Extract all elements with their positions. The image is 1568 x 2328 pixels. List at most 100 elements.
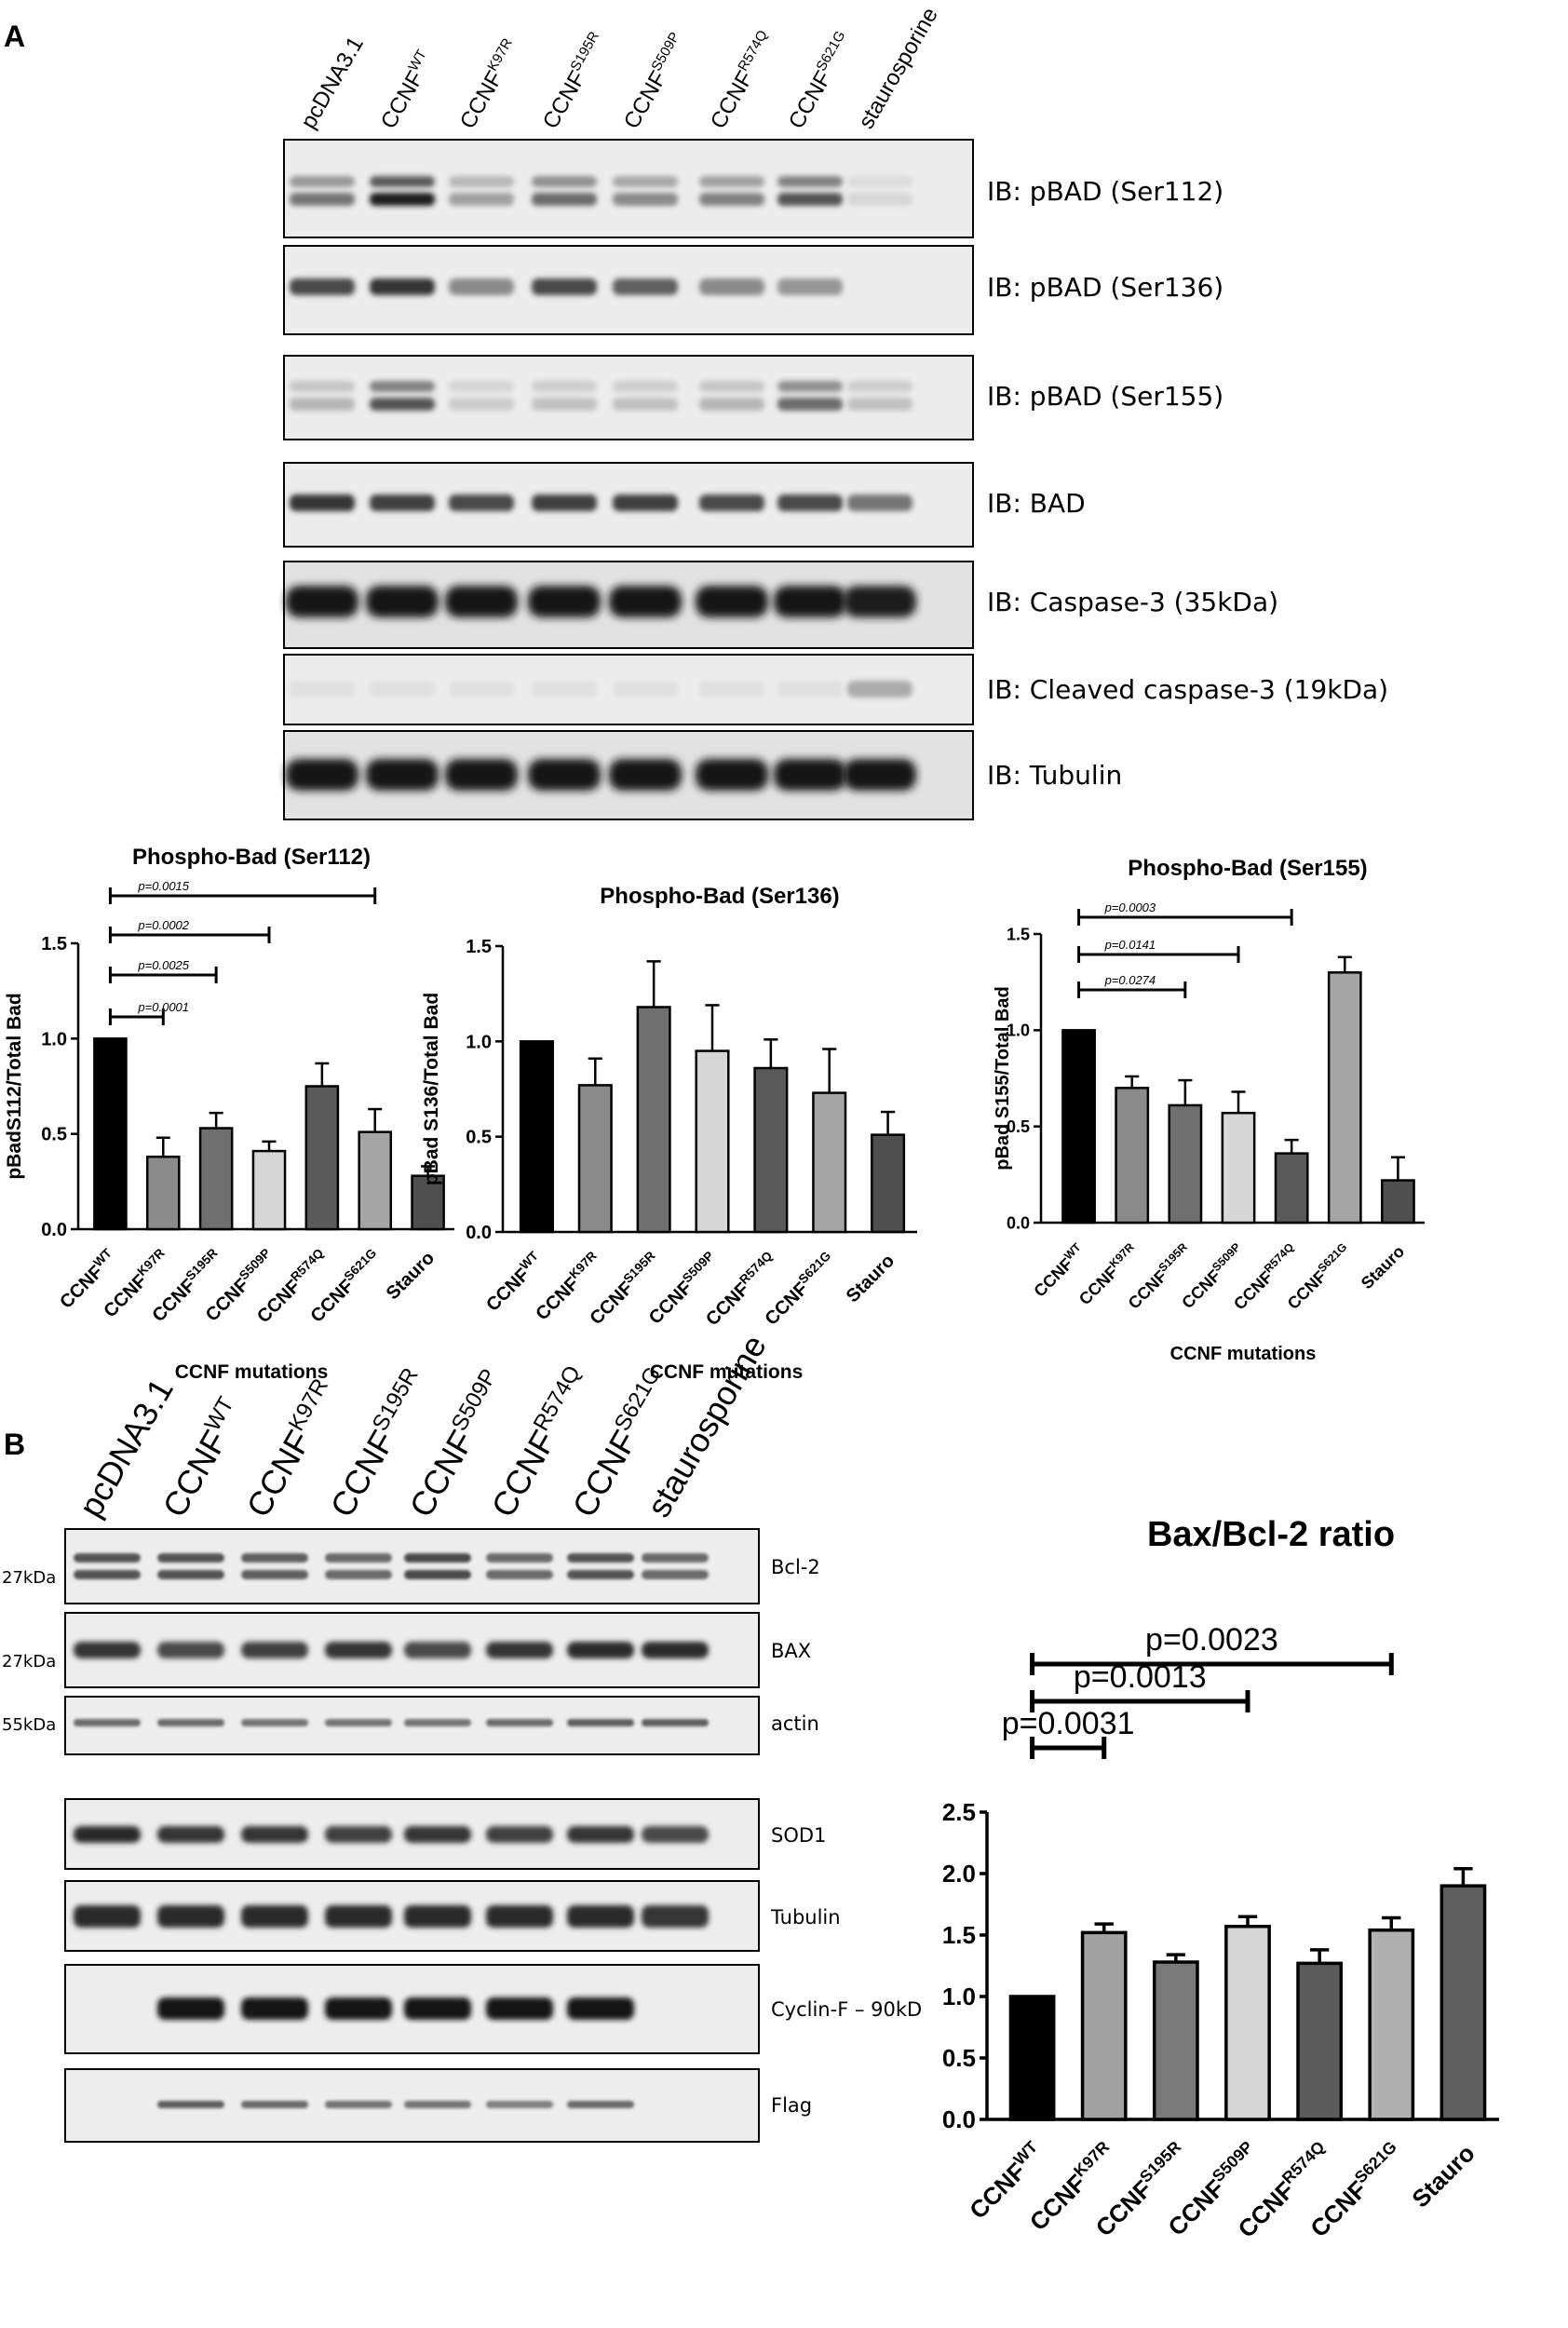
- y-tick-label: 0.5: [942, 2044, 976, 2072]
- lane-header: staurosporine: [639, 1329, 774, 1523]
- blot-band: [241, 1826, 308, 1843]
- blot-band: [325, 1997, 392, 2020]
- blot-row-label: IB: pBAD (Ser112): [987, 176, 1223, 207]
- mw-marker: 55kDa: [2, 1715, 56, 1735]
- blot-band: [847, 381, 912, 392]
- blot-band: [847, 193, 912, 206]
- panel-label-a: A: [4, 20, 25, 53]
- category-superscript: K97R: [135, 1246, 168, 1279]
- mw-marker: 27kDa: [2, 1568, 56, 1588]
- mw-marker: 27kDa: [2, 1652, 56, 1672]
- blot-band: [157, 1826, 224, 1843]
- blot-band: [445, 586, 518, 617]
- blot-row-label: IB: Tubulin: [987, 760, 1122, 791]
- blot-band: [74, 1905, 141, 1928]
- bar: [1168, 1103, 1203, 1225]
- category-superscript: R574Q: [288, 1246, 326, 1284]
- western-blot-a: pcDNA3.1 CCNFWTCCNFK97RCCNFS195RCCNFS509P…: [283, 4, 1388, 820]
- lane-name: CCNF: [538, 67, 591, 133]
- y-tick-label: 2.5: [942, 1798, 976, 1826]
- blot-band: [290, 381, 355, 392]
- lane-header: pcDNA3.1: [296, 33, 369, 133]
- blot-band: [532, 193, 597, 206]
- chart-pbad-ser112: Phospho-Bad (Ser112) 0.0 0.5 1.0 1.5 pBadS112…: [4, 845, 454, 1383]
- blot-band: [370, 381, 435, 392]
- blot-band: [449, 278, 514, 295]
- lane-name: CCNF: [564, 1424, 643, 1523]
- blot-row-label: SOD1: [771, 1824, 826, 1847]
- lane-name: CCNF: [455, 67, 508, 133]
- blot-band: [777, 398, 843, 411]
- lane-superscript: S195R: [567, 29, 602, 74]
- blot-band: [157, 2101, 224, 2108]
- y-tick-label: 0.0: [1007, 1213, 1030, 1232]
- category-superscript: S195R: [621, 1249, 658, 1286]
- bar: [1381, 1179, 1415, 1225]
- blot-band: [157, 1642, 224, 1658]
- lane-header: staurosporine: [854, 4, 943, 133]
- p-value-label: p=0.0023: [1145, 1622, 1278, 1658]
- bar: [1327, 971, 1362, 1225]
- blot-band: [290, 398, 355, 411]
- blot-band: [404, 1570, 471, 1579]
- blot-band: [325, 2101, 392, 2108]
- blot-band: [486, 1642, 553, 1658]
- bar: [636, 1006, 671, 1234]
- p-value-label: p=0.0003: [1104, 900, 1156, 914]
- bar: [753, 1066, 789, 1234]
- category-superscript: S195R: [1136, 2137, 1185, 2186]
- bar: [1221, 1111, 1256, 1225]
- western-blot-b: pcDNA3.1CCNFWTCCNFK97RCCNFS195RCCNFS509P…: [2, 1329, 922, 2143]
- blot-band: [567, 1905, 634, 1928]
- category-superscript: S195R: [183, 1246, 221, 1283]
- blot-band: [241, 2101, 308, 2108]
- panel-label-b: B: [4, 1428, 25, 1461]
- blot-band: [642, 1719, 709, 1726]
- blot-band: [366, 759, 439, 791]
- lane-superscript: S621G: [813, 28, 848, 74]
- blot-band: [241, 1997, 308, 2020]
- blot-band: [847, 398, 912, 411]
- blot-band: [286, 759, 358, 791]
- blot-band: [486, 1553, 553, 1563]
- bar: [1061, 1029, 1096, 1225]
- category-name: Stauro: [383, 1248, 439, 1304]
- category-superscript: K97R: [567, 1249, 600, 1281]
- lane-name: CCNF: [619, 67, 672, 133]
- blot-band: [567, 1553, 634, 1563]
- category-superscript: S621G: [1315, 1240, 1349, 1275]
- category-label: Stauro: [383, 1248, 439, 1304]
- bar: [695, 1049, 730, 1234]
- blot-band: [241, 1553, 308, 1563]
- y-axis-label: pBadS112/Total Bad: [4, 993, 25, 1179]
- blot-band: [699, 278, 764, 295]
- blot-band: [445, 759, 518, 791]
- blot-strip: [64, 1528, 760, 1604]
- bar: [198, 1127, 234, 1231]
- category-name: Stauro: [1358, 1242, 1408, 1293]
- blot-band: [74, 1570, 141, 1579]
- blot-band: [449, 193, 514, 206]
- blot-band: [696, 586, 768, 617]
- blot-band: [613, 494, 678, 511]
- blot-band: [532, 381, 597, 392]
- category-name: Stauro: [1406, 2139, 1480, 2213]
- y-tick-label: 1.0: [942, 1983, 976, 2010]
- p-value-label: p=0.0031: [1002, 1706, 1135, 1741]
- blot-band: [613, 278, 678, 295]
- category-name: Stauro: [843, 1251, 899, 1306]
- y-tick-label: 0.0: [466, 1223, 492, 1243]
- blot-row-label: actin: [771, 1712, 819, 1735]
- blot-band: [613, 176, 678, 187]
- blot-band: [74, 1719, 141, 1726]
- blot-band: [370, 494, 435, 511]
- blot-band: [696, 759, 768, 791]
- y-tick-label: 1.0: [466, 1032, 492, 1052]
- x-axis-label: CCNF mutations: [1170, 1344, 1317, 1364]
- lane-name: CCNF: [784, 67, 837, 133]
- lane-name: CCNF: [322, 1424, 401, 1523]
- y-axis-label: pBad S136/Total Bad: [421, 993, 442, 1185]
- blot-band: [777, 193, 843, 206]
- blot-band: [642, 1826, 709, 1843]
- lane-superscript: S509P: [648, 30, 683, 74]
